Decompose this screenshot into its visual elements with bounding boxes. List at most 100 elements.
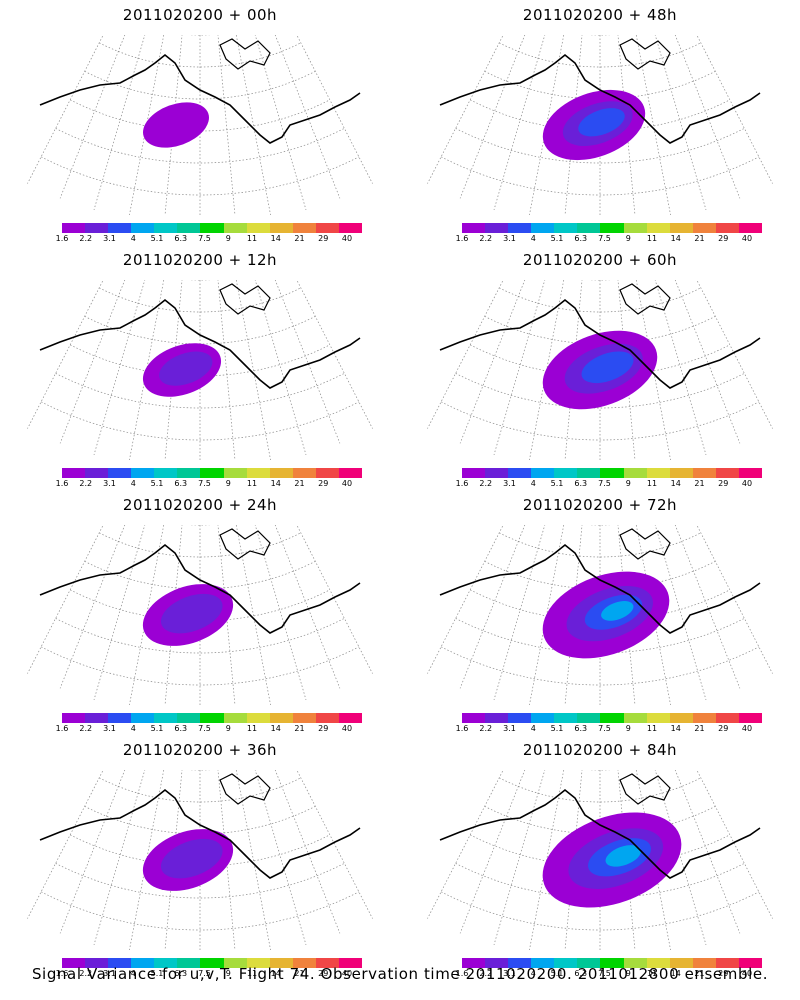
colorbar-swatch: [669, 713, 693, 723]
colorbar-label: 6.3: [574, 969, 588, 978]
colorbar-labels: 1.6 2.2 3.1 4 5.1 6.3 7.5 9 11 14 21 29 40: [56, 479, 362, 491]
meridian-line: [59, 35, 126, 199]
meridian-line: [93, 35, 146, 211]
colorbar-label: 11: [246, 234, 258, 243]
latitude-line: [455, 618, 745, 654]
colorbar-swatch: [508, 713, 532, 723]
colorbar-swatch: [692, 713, 716, 723]
variance-field: [542, 89, 646, 161]
meridian-line: [654, 35, 707, 211]
colorbar-swatch: [669, 958, 693, 968]
variance-map: [427, 35, 773, 215]
colorbar-label: 7.5: [598, 234, 611, 243]
latitude-line: [69, 99, 330, 132]
forecast-panel: 2011020200 + 60h 1.6 2.2 3.1 4 5.1 6.3 7.5 9 11 14…: [400, 245, 800, 490]
latitude-line: [440, 646, 760, 686]
colorbar-label: 21: [294, 479, 305, 488]
colorbar-label: 4: [130, 724, 136, 733]
colorbar-swatch: [223, 468, 247, 478]
colorbar-label: 3.1: [503, 479, 516, 488]
latitude-line: [69, 589, 330, 622]
figure-caption: Signal Variance for u,v,T. Flight 74. Ob…: [31, 965, 769, 983]
meridian-line: [493, 280, 546, 456]
meridian-line: [254, 35, 307, 211]
colorbar-swatch: [315, 958, 339, 968]
variance-contour: [578, 108, 625, 137]
colorbar-label: 2.2: [479, 969, 493, 978]
coastline: [39, 298, 361, 389]
colorbar-label: 1.6: [455, 969, 469, 978]
meridian-line: [427, 280, 504, 429]
variance-map: [27, 770, 373, 950]
colorbar-label: 9: [625, 724, 631, 733]
colorbar-swatch: [715, 958, 739, 968]
colorbar-label: 14: [670, 479, 681, 488]
colorbar-swatch: [200, 223, 224, 233]
forecast-panel: 2011020200 + 24h 1.6 2.2 3.1 4 5.1 6.3 7.5 9 11 14…: [0, 490, 400, 735]
coastline: [39, 53, 361, 144]
colorbar-label: 1.6: [55, 234, 69, 243]
colorbar-swatch: [623, 468, 647, 478]
colorbar-label: 11: [246, 969, 258, 978]
colorbar-label: 11: [646, 724, 658, 733]
colorbar: [62, 713, 363, 723]
variance-field: [142, 584, 234, 646]
coastline: [439, 298, 761, 389]
latitude-line: [40, 401, 360, 441]
meridian-line: [296, 770, 373, 919]
meridian-line: [254, 525, 307, 701]
colorbar-label: 6.3: [174, 724, 188, 733]
panel-title: 2011020200 + 24h: [122, 496, 278, 514]
colorbar-swatch: [315, 713, 339, 723]
meridian-line: [274, 525, 341, 689]
colorbar-swatch: [200, 713, 224, 723]
colorbar-label: 7.5: [198, 724, 211, 733]
latitude-line: [40, 891, 360, 931]
variance-field: [542, 330, 658, 410]
colorbar-swatch: [108, 713, 132, 723]
variance-contour: [160, 838, 223, 879]
colorbar-label: 11: [646, 234, 658, 243]
meridian-line: [696, 35, 773, 184]
colorbar-label: 40: [341, 724, 353, 733]
colorbar-swatch: [715, 713, 739, 723]
colorbar-label: 40: [741, 479, 753, 488]
colorbar-label: 4: [530, 479, 536, 488]
colorbar-swatch: [131, 468, 155, 478]
colorbar-labels: 1.6 2.2 3.1 4 5.1 6.3 7.5 9 11 14 21 29 40: [456, 969, 762, 981]
colorbar-label: 9: [625, 969, 631, 978]
colorbar-label: 3.1: [103, 724, 116, 733]
colorbar: [62, 468, 363, 478]
variance-field: [142, 829, 234, 891]
colorbar-label: 14: [670, 969, 681, 978]
colorbar-swatch: [531, 223, 555, 233]
colorbar-swatch: [223, 713, 247, 723]
meridian-line: [93, 280, 146, 456]
colorbar-label: 2.2: [79, 479, 93, 488]
colorbar-label: 14: [270, 479, 281, 488]
colorbar-label: 1.6: [455, 234, 469, 243]
colorbar-swatch: [738, 468, 763, 478]
colorbar-label: 21: [694, 234, 705, 243]
colorbar-swatch: [108, 958, 132, 968]
variance-map: [27, 280, 373, 460]
colorbar-swatch: [646, 713, 670, 723]
latitude-line: [99, 777, 301, 803]
colorbar-label: 21: [694, 969, 705, 978]
colorbar-label: 6.3: [174, 969, 188, 978]
arctic-islands: [619, 528, 671, 560]
colorbar-swatch: [62, 223, 86, 233]
colorbar-swatch: [623, 958, 647, 968]
colorbar-swatch: [554, 958, 578, 968]
colorbar-label: 3.1: [503, 234, 516, 243]
arctic-islands: [619, 283, 671, 315]
meridian-line: [93, 525, 146, 701]
colorbar-label: 9: [225, 479, 231, 488]
colorbar-label: 3.1: [503, 724, 516, 733]
latitude-line: [69, 344, 330, 377]
arctic-islands: [219, 528, 271, 560]
panel-title: 2011020200 + 72h: [522, 496, 678, 514]
colorbar-label: 2.2: [79, 724, 93, 733]
colorbar-swatch: [315, 223, 339, 233]
meridian-line: [274, 280, 341, 444]
